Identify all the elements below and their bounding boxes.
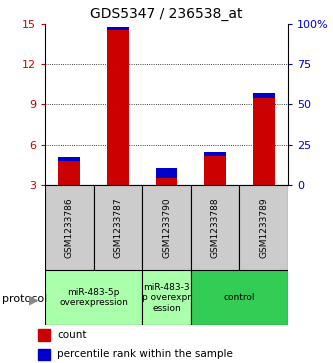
- Text: GSM1233788: GSM1233788: [210, 197, 220, 258]
- Text: ▶: ▶: [29, 293, 39, 306]
- Text: control: control: [224, 293, 255, 302]
- Bar: [38, 330, 50, 341]
- Text: GSM1233786: GSM1233786: [65, 197, 74, 258]
- FancyBboxPatch shape: [191, 270, 288, 325]
- Bar: [253, 98, 275, 185]
- Text: GSM1233787: GSM1233787: [113, 197, 123, 258]
- Text: GSM1233790: GSM1233790: [162, 197, 171, 258]
- FancyBboxPatch shape: [45, 185, 94, 270]
- Text: percentile rank within the sample: percentile rank within the sample: [57, 349, 233, 359]
- Bar: [156, 168, 177, 178]
- FancyBboxPatch shape: [94, 185, 142, 270]
- Bar: [204, 152, 226, 155]
- FancyBboxPatch shape: [142, 270, 191, 325]
- Bar: [253, 93, 275, 98]
- Bar: [156, 178, 177, 185]
- Bar: [107, 26, 129, 30]
- Bar: [58, 161, 80, 185]
- Bar: [58, 157, 80, 161]
- Title: GDS5347 / 236538_at: GDS5347 / 236538_at: [90, 7, 243, 21]
- Text: miR-483-3
p overexpr
ession: miR-483-3 p overexpr ession: [142, 283, 191, 313]
- Bar: [204, 155, 226, 185]
- Text: protocol: protocol: [2, 294, 47, 305]
- FancyBboxPatch shape: [191, 185, 239, 270]
- Text: GSM1233789: GSM1233789: [259, 197, 268, 258]
- FancyBboxPatch shape: [45, 270, 142, 325]
- FancyBboxPatch shape: [239, 185, 288, 270]
- Text: miR-483-5p
overexpression: miR-483-5p overexpression: [59, 288, 128, 307]
- FancyBboxPatch shape: [142, 185, 191, 270]
- Bar: [107, 30, 129, 185]
- Text: count: count: [57, 330, 87, 340]
- Bar: [38, 348, 50, 360]
